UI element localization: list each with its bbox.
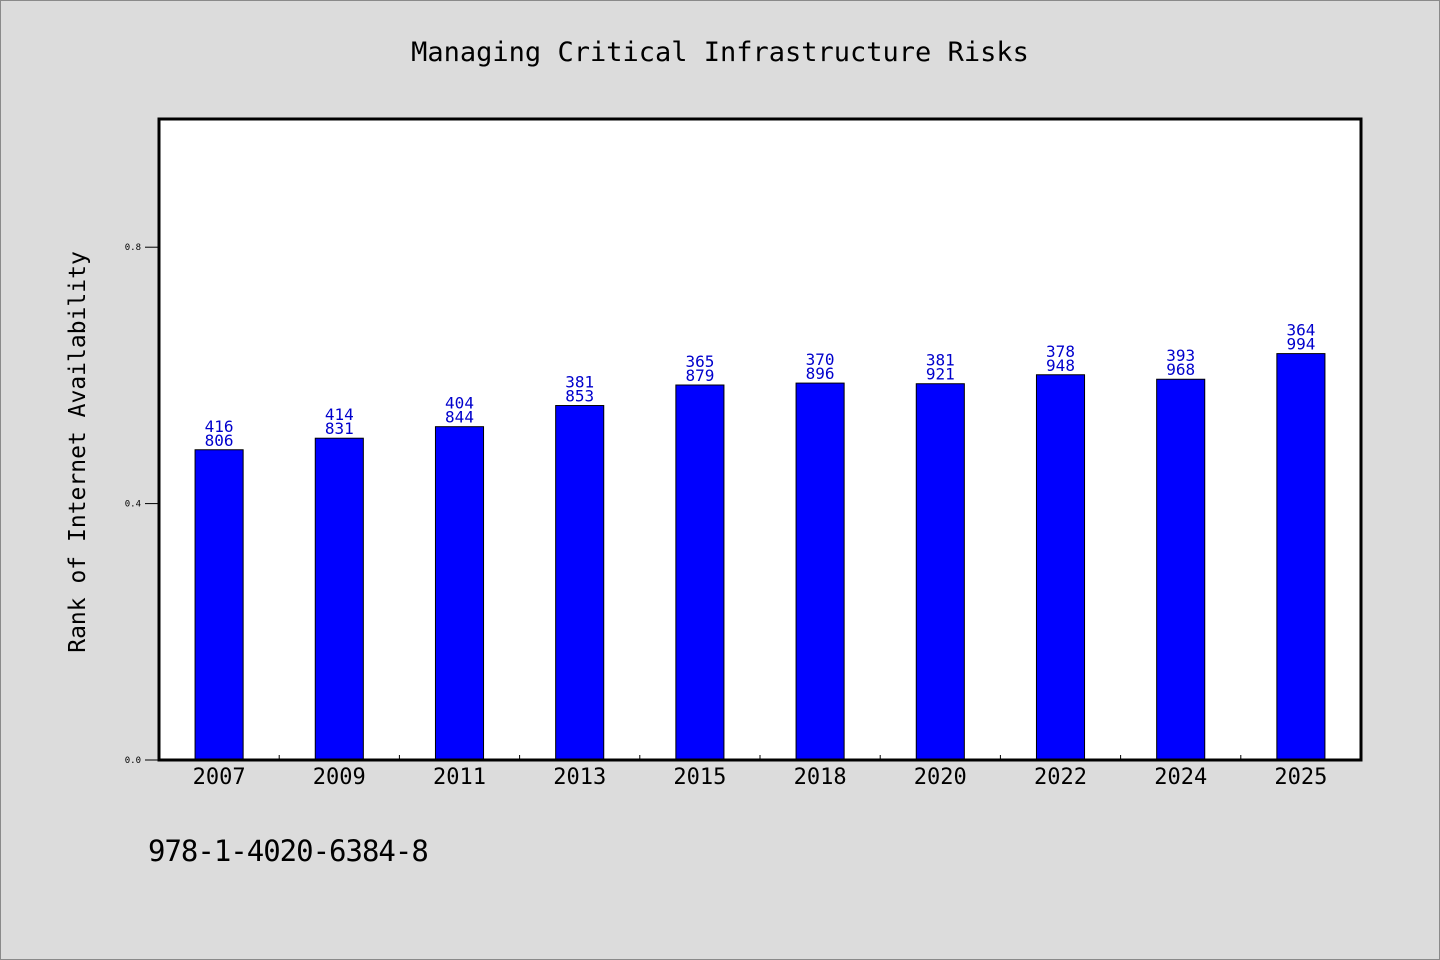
bar-data-label: 365: [685, 352, 714, 371]
y-tick-label: 0.8: [125, 243, 141, 253]
bar-data-label: 921: [926, 365, 955, 384]
bar-data-label: 831: [325, 419, 354, 438]
bar-data-label: 844: [445, 408, 474, 427]
bar: [795, 382, 845, 761]
bar-data-label: 381: [565, 373, 594, 392]
bar-data-label: 968: [1166, 360, 1195, 379]
bar-data-label: 853: [565, 387, 594, 406]
x-tick-label: 2007: [193, 765, 246, 790]
bar-data-label: 416: [205, 417, 234, 436]
bar-data-label: 378: [1046, 342, 1075, 361]
bar: [675, 384, 725, 761]
x-axis: 2007 2009 2011 2013 2015 2018 2020 2022 2024 2025: [193, 755, 1327, 790]
x-tick-label: 2009: [313, 765, 366, 790]
bar: [434, 426, 485, 761]
bar: [1276, 353, 1326, 761]
bars: [194, 353, 1326, 761]
plot-border: [157, 117, 1363, 762]
x-tick-label: 2025: [1274, 765, 1327, 790]
y-axis: 0.0 0.4 0.8: [125, 243, 159, 766]
bar: [1035, 374, 1086, 761]
isbn-text: 978-1-4020-6384-8: [148, 834, 429, 868]
x-tick-label: 2015: [673, 765, 726, 790]
bar-data-label: 879: [685, 366, 714, 385]
bar-data-label: 994: [1286, 335, 1315, 354]
x-tick-label: 2022: [1034, 765, 1087, 790]
bar: [915, 383, 965, 761]
y-tick-label: 0.0: [125, 756, 141, 766]
x-tick-label: 2011: [433, 765, 486, 790]
x-tick-label: 2013: [553, 765, 606, 790]
y-tick-label: 0.4: [125, 500, 141, 510]
data-labels: 4168064148314048443818533658793708963819…: [205, 321, 1316, 450]
bar-data-label: 404: [445, 394, 474, 413]
bar-data-label: 364: [1286, 321, 1315, 340]
x-tick-label: 2020: [914, 765, 967, 790]
y-axis-label: Rank of Internet Availability: [65, 251, 91, 653]
chart-title: Managing Critical Infrastructure Risks: [411, 37, 1029, 68]
bar-data-label: 381: [926, 351, 955, 370]
bar-data-label: 806: [205, 431, 234, 450]
bar: [1156, 378, 1206, 761]
bar: [314, 437, 364, 761]
x-tick-label: 2024: [1154, 765, 1207, 790]
bar-data-label: 896: [806, 364, 835, 383]
bar-data-label: 370: [806, 350, 835, 369]
bar: [194, 449, 244, 761]
bar-data-label: 414: [325, 405, 354, 424]
bar-data-label: 393: [1166, 346, 1195, 365]
x-tick-label: 2018: [794, 765, 847, 790]
bar: [555, 405, 605, 761]
bar-data-label: 948: [1046, 356, 1075, 375]
